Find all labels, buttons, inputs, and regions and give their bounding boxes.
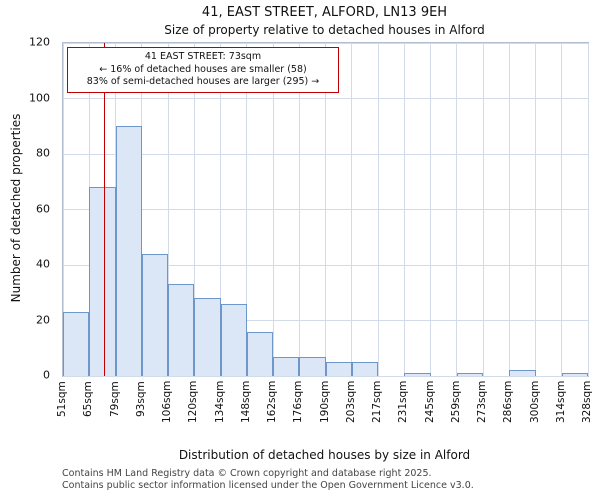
y-tick-label: 120 (29, 35, 50, 49)
y-tick-label: 40 (36, 257, 50, 271)
plot-area: 41 EAST STREET: 73sqm ← 16% of detached … (62, 42, 589, 377)
x-tick-labels: 51sqm 65sqm 79sqm 93sqm 106sqm 120sqm 134sqm 14… (56, 379, 593, 445)
x-tick-label: 259sqm (449, 381, 462, 424)
gridline-vertical (325, 43, 326, 376)
gridline-vertical (561, 43, 563, 376)
gridline-vertical (456, 43, 458, 376)
x-tick-label: 79sqm (108, 381, 121, 417)
y-tick-label: 100 (29, 91, 50, 104)
gridline-vertical (482, 43, 484, 376)
gridline-horizontal (63, 375, 588, 377)
x-tick-label: 148sqm (239, 381, 252, 424)
gridline-vertical (220, 43, 221, 376)
annotation-line3: 83% of semi-detached houses are larger (… (86, 76, 320, 87)
gridline-vertical (351, 43, 353, 376)
bar (246, 331, 273, 376)
bar (220, 303, 247, 376)
y-tick-labels: 0 20 40 60 80 100 120 (0, 36, 56, 382)
x-tick-label: 245sqm (423, 381, 436, 424)
bar (89, 187, 116, 376)
bar (299, 356, 326, 376)
x-tick-label: 314sqm (554, 381, 567, 424)
gridline-vertical (508, 43, 510, 376)
gridline-vertical (298, 43, 300, 376)
chart-subtitle: Size of property relative to detached ho… (164, 23, 485, 37)
gridline-vertical (141, 43, 143, 376)
bar (115, 126, 142, 376)
x-tick-label: 162sqm (266, 381, 278, 424)
x-tick-label: 217sqm (371, 381, 383, 424)
annotation-line2: ← 16% of detached houses are smaller (58… (99, 63, 307, 75)
gridline-vertical (587, 43, 589, 376)
gridline-vertical (272, 43, 274, 376)
x-tick-label: 231sqm (397, 381, 410, 424)
chart-title: 41, EAST STREET, ALFORD, LN13 9EH (201, 5, 448, 20)
bar (351, 362, 378, 376)
gridline-vertical (193, 43, 195, 376)
annotation-box: 41 EAST STREET: 73sqm ← 16% of detached … (67, 47, 339, 93)
gridline-vertical (377, 43, 379, 376)
bar (63, 312, 90, 376)
bar (561, 373, 588, 376)
gridline-vertical (403, 43, 405, 376)
y-tick-label: 0 (43, 368, 50, 382)
bar (509, 370, 536, 376)
x-tick-label: 300sqm (528, 381, 541, 424)
bar (194, 298, 221, 376)
x-tick-label: 273sqm (476, 381, 488, 424)
y-tick-label: 20 (36, 313, 50, 326)
y-tick-label: 60 (36, 202, 50, 215)
x-tick-label: 176sqm (292, 381, 305, 424)
x-tick-label: 203sqm (344, 381, 357, 424)
x-tick-label: 286sqm (502, 381, 515, 424)
footer: Contains HM Land Registry data © Crown c… (62, 468, 474, 491)
x-tick-label: 190sqm (318, 381, 331, 424)
x-tick-label: 120sqm (187, 381, 200, 424)
x-tick-label: 106sqm (161, 381, 173, 424)
bar (404, 373, 431, 376)
footer-line2: Contains public sector information licen… (62, 479, 474, 491)
x-tick-label: 93sqm (134, 381, 147, 417)
gridline-vertical (62, 43, 64, 376)
footer-line1: Contains HM Land Registry data © Crown c… (62, 468, 432, 479)
y-tick-label: 80 (36, 146, 50, 160)
marker-line (103, 43, 105, 376)
gridline-vertical (430, 43, 431, 376)
x-axis-label: Distribution of detached houses by size … (178, 448, 471, 462)
bar (273, 356, 300, 376)
gridline-vertical (246, 43, 248, 376)
bar (456, 373, 483, 376)
gridline-vertical (167, 43, 169, 376)
x-tick-label: 65sqm (82, 381, 95, 417)
bar (141, 253, 168, 376)
x-tick-label: 51sqm (56, 381, 68, 417)
bar (325, 362, 352, 376)
bar (168, 284, 195, 376)
x-tick-label: 328sqm (581, 381, 593, 424)
annotation-line1: 41 EAST STREET: 73sqm (144, 51, 262, 62)
gridline-vertical (535, 43, 536, 376)
x-tick-label: 134sqm (213, 381, 226, 424)
